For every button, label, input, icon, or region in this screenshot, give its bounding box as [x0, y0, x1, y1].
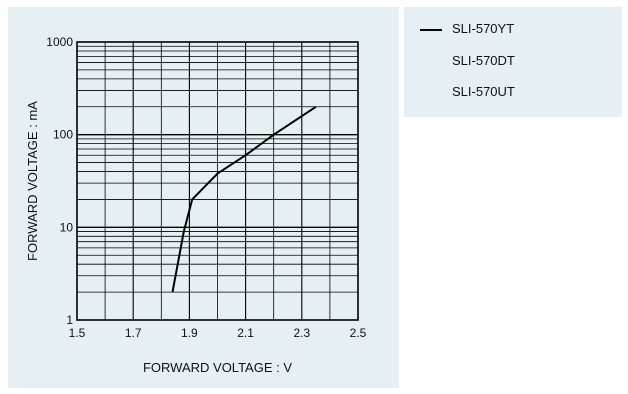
legend-label-sli-570dt: SLI-570DT — [452, 53, 515, 68]
legend-item-sli-570ut: SLI-570UT — [404, 81, 622, 103]
y-tick-label: 1000 — [46, 35, 73, 49]
chart-svg: 1.5 1.7 1.9 2.1 2.3 2.5 1 10 100 1000 FORWARD VOL… — [25, 35, 367, 375]
legend-panel: SLI-570YT SLI-570DT SLI-570UT — [404, 7, 622, 117]
legend-item-sli-570yt: SLI-570YT — [404, 18, 622, 40]
legend-item-sli-570dt: SLI-570DT — [404, 50, 622, 72]
y-tick-label: 100 — [53, 128, 73, 142]
x-tick-label: 2.5 — [350, 326, 367, 340]
series-layer — [171, 105, 317, 293]
x-axis-label: FORWARD VOLTAGE : V — [143, 360, 292, 375]
x-tick-label: 1.5 — [69, 326, 86, 340]
x-tick-label: 2.3 — [293, 326, 310, 340]
legend-line-swatch — [420, 29, 442, 31]
y-tick-label: 1 — [66, 313, 73, 327]
legend-label-sli-570ut: SLI-570UT — [452, 84, 515, 99]
x-tick-label: 1.7 — [125, 326, 142, 340]
series-line-sli-570yt — [171, 105, 317, 293]
legend-label-sli-570yt: SLI-570YT — [452, 21, 515, 36]
y-axis-label: FORWARD VOLTAGE : mA — [25, 101, 40, 261]
tick-label-layer: 1.5 1.7 1.9 2.1 2.3 2.5 1 10 100 1000 — [46, 35, 366, 340]
x-tick-label: 2.1 — [237, 326, 254, 340]
grid-layer — [77, 42, 358, 320]
plot-frame — [76, 41, 359, 321]
x-tick-label: 1.9 — [181, 326, 198, 340]
chart-panel: 1.5 1.7 1.9 2.1 2.3 2.5 1 10 100 1000 FORWARD VOL… — [8, 7, 399, 388]
y-tick-label: 10 — [60, 220, 74, 234]
